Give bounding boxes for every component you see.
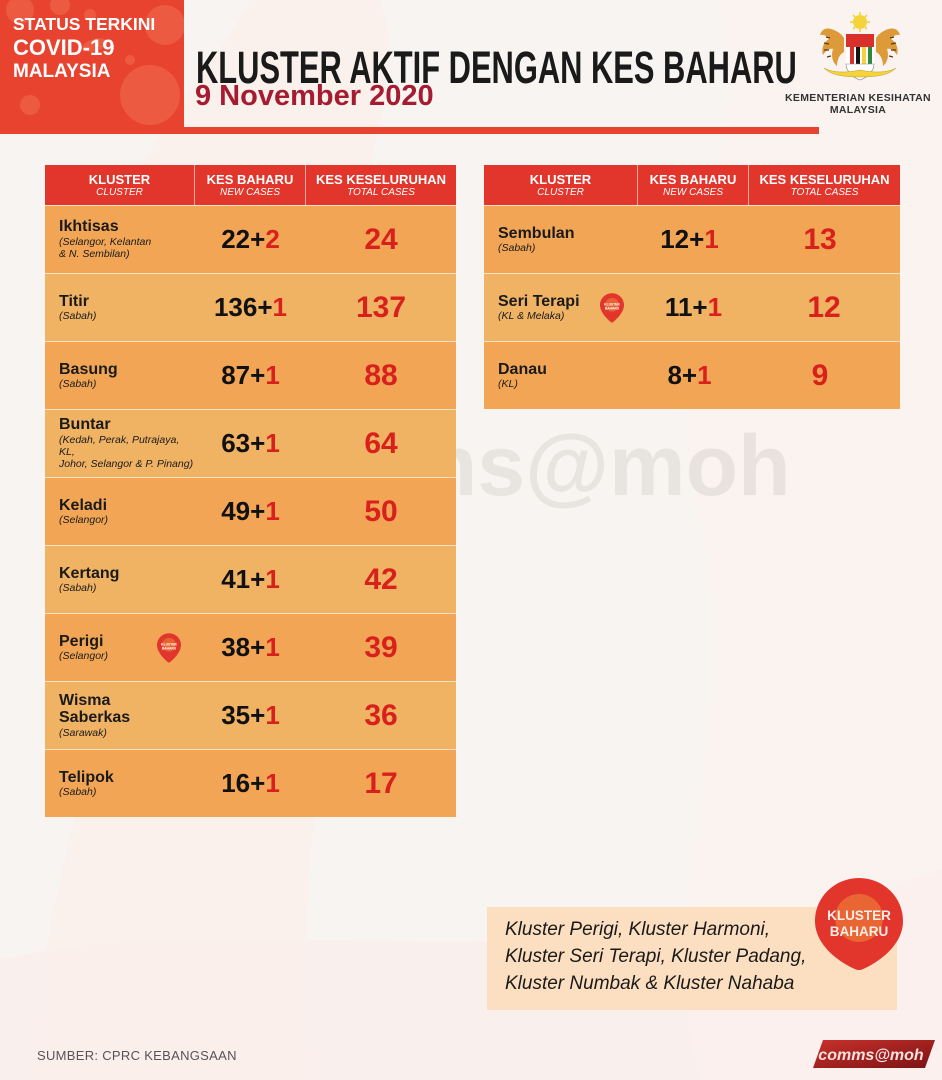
svg-text:comms@moh: comms@moh: [818, 1047, 924, 1064]
svg-text:BAHARU: BAHARU: [830, 924, 889, 939]
svg-text:KLUSTER: KLUSTER: [827, 908, 891, 923]
svg-text:BAHARU: BAHARU: [605, 306, 620, 310]
svg-text:BAHARU: BAHARU: [162, 646, 177, 650]
